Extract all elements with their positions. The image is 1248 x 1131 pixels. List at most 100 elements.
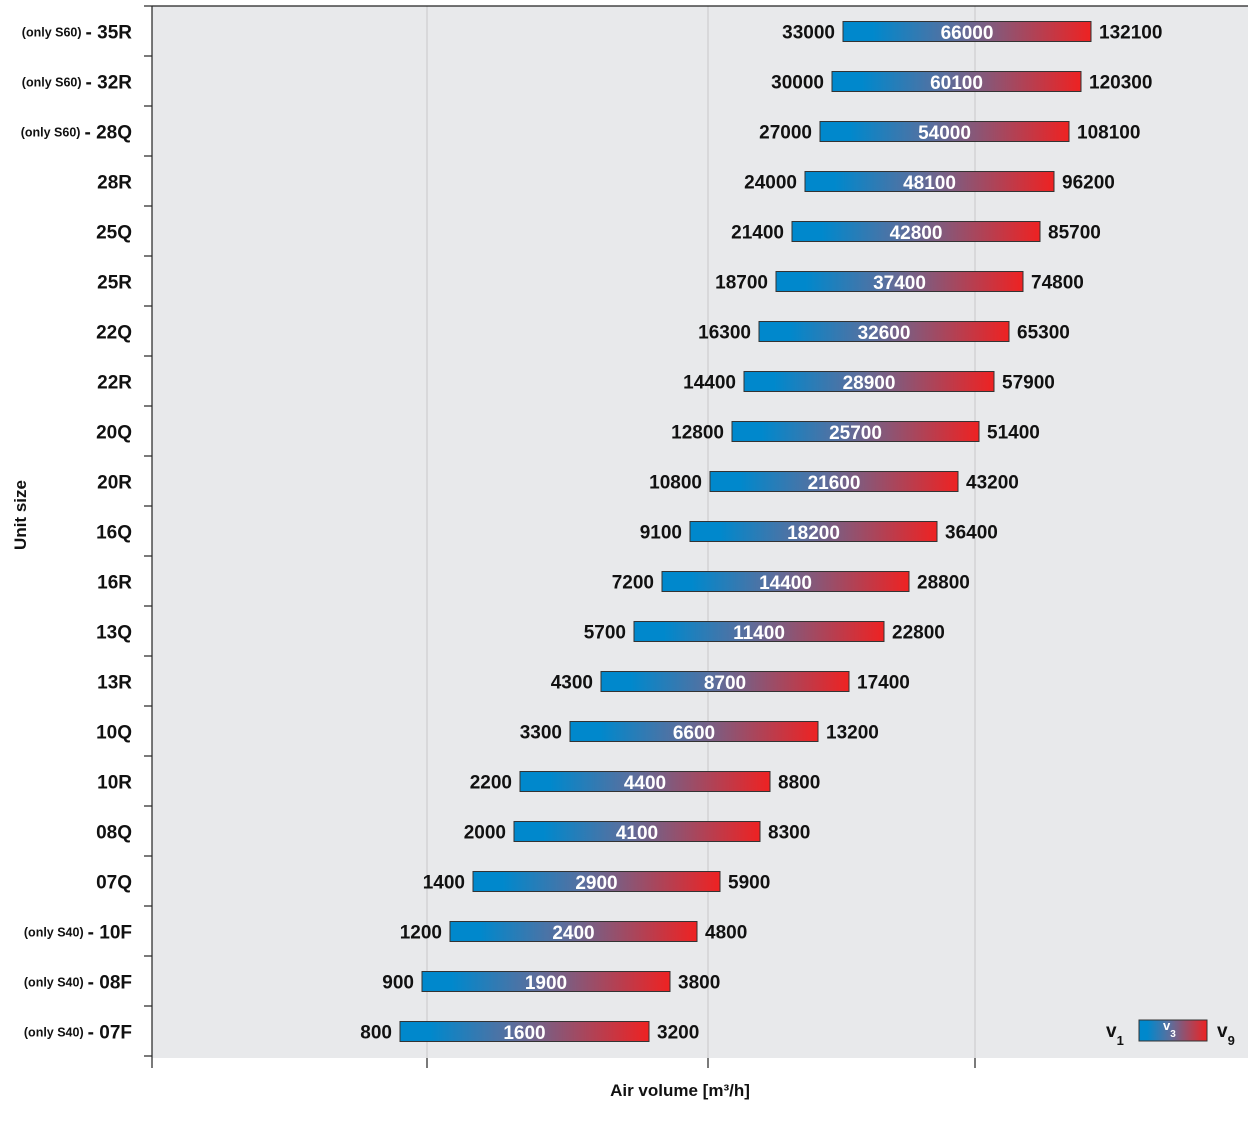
v3-label: 14400 [759,573,812,594]
v3-label: 37400 [873,273,926,294]
range-bar [775,271,1024,292]
unit-size-label: 20R [97,473,132,494]
unit-row: 28R 24000 48100 96200 [97,171,1115,194]
legend-bar [1138,1019,1208,1042]
x-axis-title: Air volume [m³/h] [610,1081,750,1100]
unit-row: 16R 7200 14400 28800 [97,571,970,594]
v3-label: 1900 [525,973,567,994]
range-bar [600,671,850,692]
unit-size-prefix: (only S40) [24,1026,84,1040]
v1-label: 2000 [464,823,506,844]
v9-label: 85700 [1048,223,1101,244]
unit-row: 07Q 1400 2900 5900 [96,871,770,894]
v9-label: 4800 [705,923,747,944]
v1-label: 12800 [671,423,724,444]
range-bar [758,321,1010,342]
v3-label: 66000 [941,23,994,44]
unit-size-label: 16Q [96,523,132,544]
v1-label: 3300 [520,723,562,744]
v9-label: 3800 [678,973,720,994]
unit-row: - 32R (only S60) 30000 60100 120300 [22,71,1152,94]
v1-label: 24000 [744,173,797,194]
range-bar [791,221,1041,242]
v1-label: 27000 [759,123,812,144]
range-bar [472,871,721,892]
unit-row: 13R 4300 8700 17400 [97,671,910,694]
unit-row: 25R 18700 37400 74800 [97,271,1084,294]
v9-label: 74800 [1031,273,1084,294]
unit-row: 20R 10800 21600 43200 [97,471,1019,494]
v3-label: 11400 [733,623,785,644]
v3-label: 60100 [930,73,983,94]
v9-label: 57900 [1002,373,1055,394]
v1-label: 9100 [640,523,682,544]
v9-label: 51400 [987,423,1040,444]
unit-size-label: 08Q [96,823,132,844]
y-ticks [144,5,152,1057]
range-bar [743,371,995,392]
v1-label: 4300 [551,673,593,694]
v9-label: 65300 [1017,323,1070,344]
v9-label: 108100 [1077,123,1140,144]
v3-label: 28900 [843,373,896,394]
v1-label: 30000 [771,73,824,94]
unit-size-label: 22Q [96,323,132,344]
range-bar [831,71,1082,92]
unit-row: - 28Q(only S60) 27000 54000 108100 [21,121,1140,144]
unit-size-label: - 10F [88,923,132,944]
range-bar [842,21,1092,42]
v1-label: 10800 [649,473,702,494]
v1-label: 900 [382,973,414,994]
range-bar [661,571,910,592]
unit-size-label: - 28Q [84,123,132,144]
v1-label: 7200 [612,573,654,594]
v9-label: 3200 [657,1023,699,1044]
v1-label: 21400 [731,223,784,244]
unit-size-label: - 35R [86,23,133,44]
unit-row: 22R 14400 28900 57900 [97,371,1055,394]
unit-row: 10R 2200 4400 8800 [97,771,820,794]
unit-size-label: - 08F [88,973,132,994]
unit-row: 20Q 12800 25700 51400 [96,421,1040,444]
range-bar [731,421,980,442]
v3-label: 54000 [918,123,971,144]
unit-size-label: - 32R [86,73,133,94]
v1-label: 33000 [782,23,835,44]
v3-label: 21600 [808,473,861,494]
v9-label: 132100 [1099,23,1162,44]
v3-label: 48100 [903,173,956,194]
v9-label: 28800 [917,573,970,594]
unit-size-label: 10Q [96,723,132,744]
v3-label: 2400 [552,923,594,944]
range-bar [519,771,771,792]
unit-size-prefix: (only S40) [24,976,84,990]
unit-size-label: 22R [97,373,132,394]
unit-row: 25Q 21400 42800 85700 [96,221,1101,244]
unit-row: 13Q 5700 11400 22800 [96,621,945,644]
data-rows: - 35R (only S60) 33000 66000 132100 - 32R (onl… [21,21,1162,1044]
v3-label: 6600 [673,723,715,744]
unit-size-prefix: (only S60) [22,76,82,90]
range-bar [399,1021,650,1042]
range-bar [689,521,938,542]
v3-label: 2900 [575,873,617,894]
unit-size-prefix: (only S60) [21,126,81,140]
y-axis-title: Unit size [11,480,30,550]
range-bar [804,171,1055,192]
unit-row: 22Q 16300 32600 65300 [96,321,1070,344]
v9-label: 8300 [768,823,810,844]
range-bar [819,121,1070,142]
unit-size-label: 20Q [96,423,132,444]
v9-label: 36400 [945,523,998,544]
v3-label: 1600 [503,1023,545,1044]
v3-label: 32600 [858,323,911,344]
v9-label: 120300 [1089,73,1152,94]
unit-row: - 08F (only S40) 900 1900 3800 [24,971,720,994]
unit-size-label: 07Q [96,873,132,894]
unit-size-label: 28R [97,173,132,194]
v9-label: 17400 [857,673,910,694]
v3-label: 42800 [890,223,943,244]
range-bar [569,721,819,742]
unit-size-label: 13R [97,673,132,694]
